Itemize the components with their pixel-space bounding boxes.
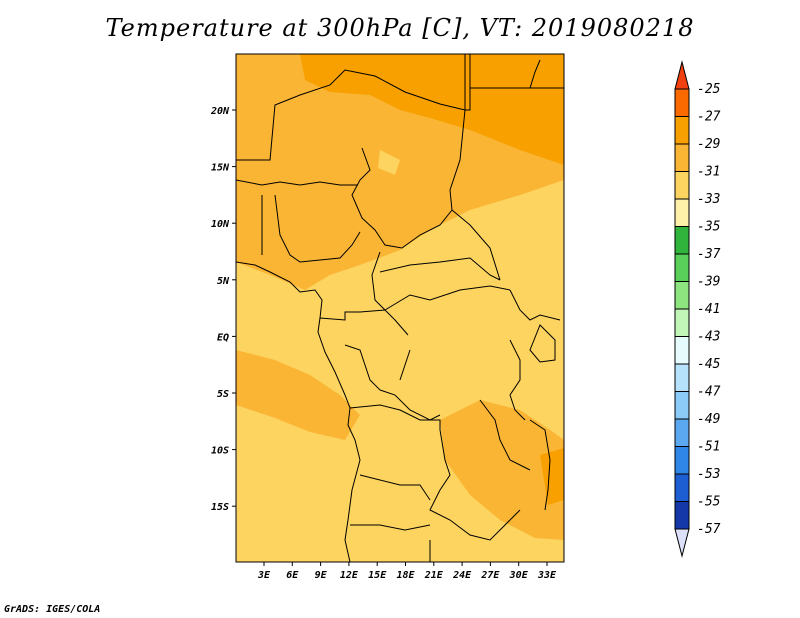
- colorbar-label: -51: [697, 440, 720, 455]
- colorbar-label: -39: [697, 275, 720, 290]
- colorbar-label: -37: [697, 247, 721, 262]
- lat-tick-label: 10N: [211, 219, 230, 230]
- colorbar-label: -31: [697, 165, 720, 180]
- colorbar-swatch: [674, 473, 690, 502]
- colorbar-label: -35: [697, 220, 721, 235]
- lon-tick-label: 27E: [480, 570, 500, 581]
- colorbar-label: -33: [697, 192, 720, 207]
- lon-tick-label: 15E: [368, 570, 387, 581]
- lon-tick-label: 30E: [509, 570, 529, 581]
- colorbar-label: -45: [697, 357, 721, 372]
- lon-tick-label: 18E: [396, 570, 415, 581]
- colorbar-label: -25: [697, 82, 721, 97]
- lon-tick-label: 12E: [340, 570, 359, 581]
- colorbar-label: -57: [697, 522, 721, 537]
- colorbar-label: -29: [697, 137, 720, 152]
- colorbar-swatch: [674, 281, 690, 310]
- credit-label: GrADS: IGES/COLA: [4, 604, 101, 615]
- colorbar-swatch: [674, 391, 690, 420]
- lat-tick-label: 15N: [211, 163, 230, 174]
- lon-tick-label: 21E: [424, 570, 444, 581]
- lat-tick-label: 5S: [217, 389, 229, 400]
- colorbar-label: -49: [697, 412, 720, 427]
- colorbar-swatch: [674, 418, 690, 447]
- map-frame: [235, 53, 565, 563]
- longitude-axis: 3E 6E 9E 12E 15E 18E 21E 24E 27E 30E 33E: [257, 562, 557, 581]
- lon-tick-label: 24E: [452, 570, 472, 581]
- colorbar-label: -47: [697, 385, 721, 400]
- country-borders: [236, 54, 564, 562]
- lon-tick-label: 9E: [315, 570, 328, 581]
- colorbar-swatch: [674, 253, 690, 282]
- colorbar-bottom-arrow: [674, 528, 690, 558]
- colorbar-swatch: [674, 171, 690, 200]
- colorbar-label: -43: [697, 330, 720, 345]
- colorbar-top-arrow: [674, 60, 690, 90]
- colorbar-swatch: [674, 446, 690, 475]
- colorbar-swatch: [674, 336, 690, 365]
- colorbar-swatch: [674, 88, 690, 117]
- lat-tick-label: 20N: [210, 106, 230, 117]
- colorbar-swatch: [674, 501, 690, 530]
- colorbar-label: -41: [697, 302, 720, 317]
- colorbar-label: -53: [697, 467, 720, 482]
- temperature-field: [236, 54, 564, 562]
- latitude-axis: 20N 15N 10N 5N EQ 5S 10S 15S: [210, 106, 236, 513]
- colorbar-swatch: [674, 143, 690, 172]
- colorbar-swatch: [674, 198, 690, 227]
- lat-tick-label: 5N: [217, 276, 230, 287]
- map-title: Temperature at 300hPa [C], VT: 201908021…: [105, 14, 695, 42]
- colorbar-swatch: [674, 116, 690, 145]
- colorbar-swatch: [674, 363, 690, 392]
- colorbar: -25 -27 -29 -31 -33 -35 -37 -39 -41 -43 -45 -47 -49 -…: [674, 60, 721, 558]
- lon-tick-label: 3E: [257, 570, 271, 581]
- colorbar-label: -55: [697, 495, 721, 510]
- colorbar-label: -27: [697, 110, 721, 125]
- lat-tick-label: EQ: [217, 332, 229, 343]
- lon-tick-label: 33E: [537, 570, 557, 581]
- lat-tick-label: 15S: [211, 502, 229, 513]
- lat-tick-label: 10S: [211, 446, 229, 457]
- lon-tick-label: 6E: [286, 570, 299, 581]
- colorbar-swatch: [674, 308, 690, 337]
- colorbar-swatch: [674, 226, 690, 255]
